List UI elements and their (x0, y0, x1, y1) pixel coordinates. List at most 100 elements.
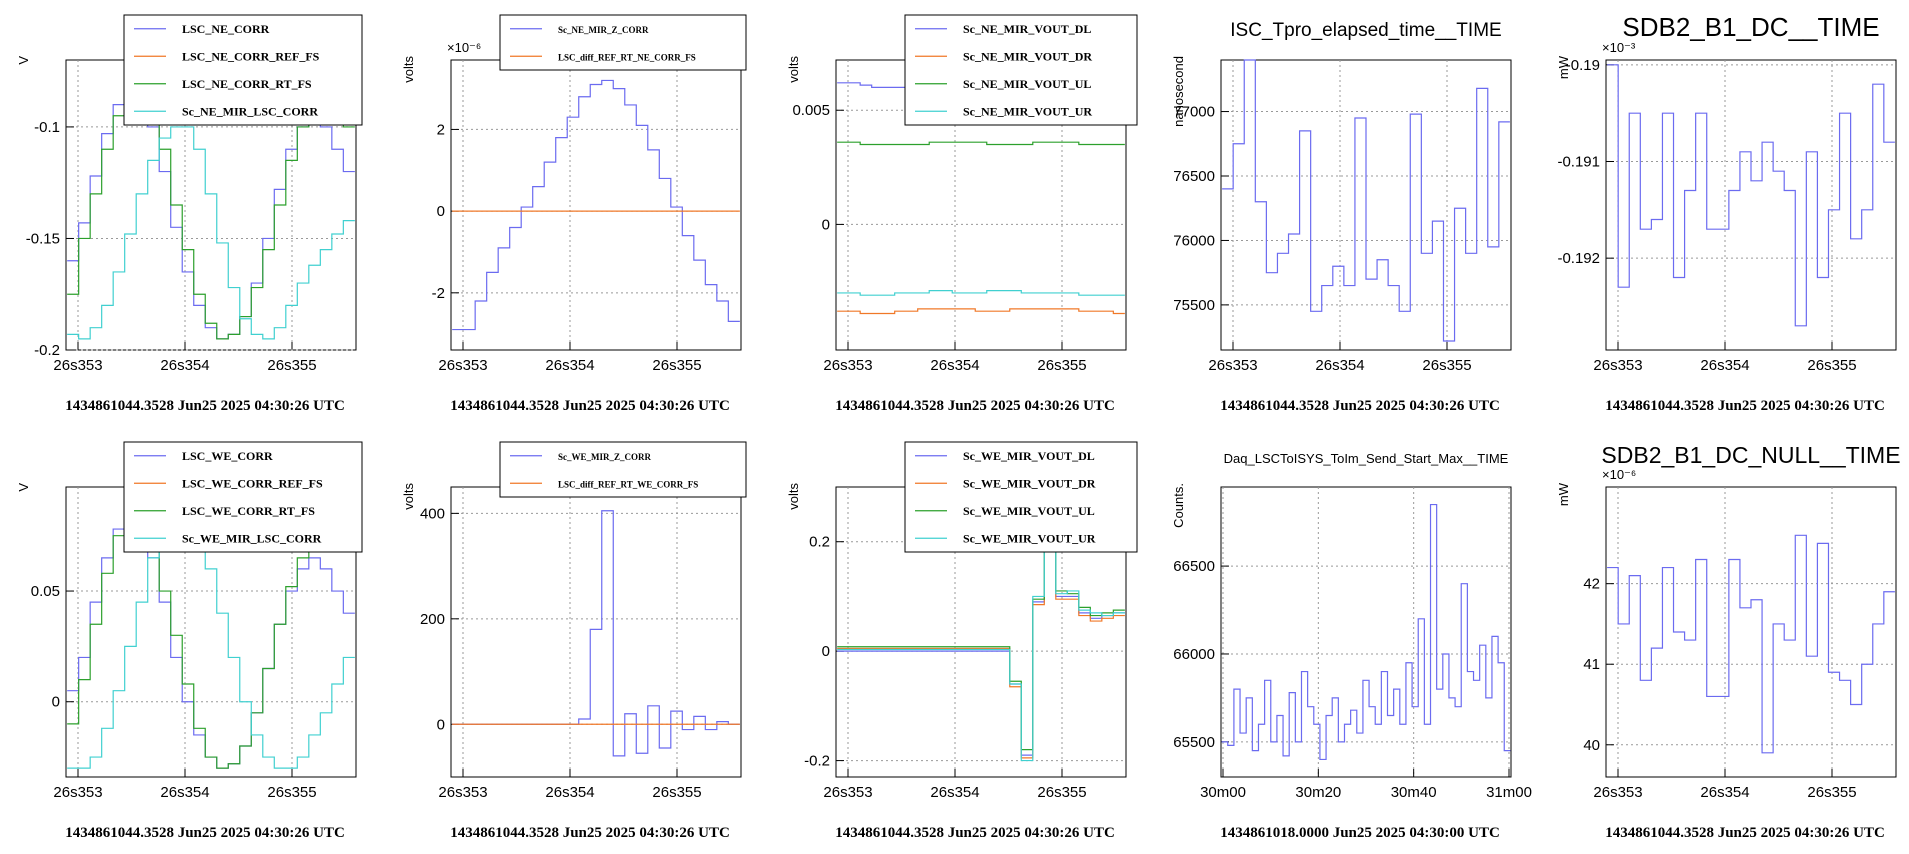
chart-svg-7: 26s353 26s354 26s355 0.2 0 -0.2 volts Sc_WE_MIR… (786, 441, 1138, 841)
x-tick-label: 31m00 (1486, 784, 1532, 801)
legend-label: Sc_WE_MIR_LSC_CORR (182, 531, 322, 545)
chart-title: ISC_Tpro_elapsed_time__TIME (1230, 20, 1501, 41)
legend-label: LSC_diff_REF_RT_WE_CORR_FS (558, 479, 698, 489)
x-tick-label: 26s355 (1037, 357, 1086, 374)
chart-footer-timestamp: 1434861044.3528 Jun25 2025 04:30:26 UTC (65, 398, 345, 414)
chart-footer-timestamp: 1434861018.0000 Jun25 2025 04:30:00 UTC (1220, 825, 1500, 841)
x-tick-label: 26s353 (1593, 357, 1642, 374)
x-tick-label: 26s354 (160, 357, 209, 374)
plot-frame (1605, 59, 1897, 351)
y-tick-label: 76500 (1173, 168, 1215, 185)
y-tick-label: 0.005 (792, 102, 830, 119)
chart-title: SDB2_B1_DC__TIME (1622, 12, 1879, 42)
chart-panel-9: 26s353 26s354 26s355 42 41 40 mW ×10⁻⁶ SDB2_B1_D… (1540, 427, 1909, 854)
legend-box (499, 441, 747, 498)
chart-panel-3: 26s353 26s354 26s355 77000 76500 76000 75500 na… (1155, 0, 1524, 427)
chart-svg-4: 26s353 26s354 26s355 -0.19 -0.191 -0.192 mW ×10… (1556, 12, 1897, 414)
chart-svg-8: 30m00 30m20 30m40 31m00 66500 66000 65500 Count… (1171, 451, 1532, 841)
legend-label: Sc_NE_MIR_VOUT_DL (963, 22, 1091, 36)
series-line-2 (837, 141, 1125, 146)
y-tick-label: 0 (822, 643, 830, 660)
chart-svg-1: 26s353 26s354 26s355 2 0 -2 volts ×10⁻⁶ Sc_NE_MI… (401, 14, 747, 414)
chart-panel-2: 26s353 26s354 26s355 0.005 0 volts Sc_NE_MIR_V… (770, 0, 1139, 427)
series-line-0 (1607, 64, 1895, 327)
chart-panel-1: 26s353 26s354 26s355 2 0 -2 volts ×10⁻⁶ Sc_NE_MI… (385, 0, 754, 427)
y-tick-label: 65500 (1173, 734, 1215, 751)
chart-footer-timestamp: 1434861044.3528 Jun25 2025 04:30:26 UTC (835, 398, 1115, 414)
y-tick-label: -0.191 (1557, 154, 1600, 171)
x-tick-label: 26s355 (1807, 784, 1856, 801)
plot-frame (450, 59, 742, 351)
y-tick-label: -2 (432, 285, 445, 302)
chart-svg-2: 26s353 26s354 26s355 0.005 0 volts Sc_NE_MIR_V… (786, 14, 1138, 414)
series-line-0 (1222, 59, 1510, 342)
chart-panel-4: 26s353 26s354 26s355 -0.19 -0.191 -0.192 mW ×10… (1540, 0, 1909, 427)
legend-box (904, 14, 1138, 126)
axis-exponent: ×10⁻⁶ (1602, 467, 1636, 482)
chart-footer-timestamp: 1434861044.3528 Jun25 2025 04:30:26 UTC (1605, 825, 1885, 841)
x-tick-label: 26s354 (160, 784, 209, 801)
legend-label: Sc_NE_MIR_VOUT_UR (963, 104, 1092, 118)
axis-exponent: ×10⁻³ (1602, 40, 1636, 55)
y-tick-label: -0.15 (26, 230, 60, 247)
series-line-3 (67, 126, 355, 340)
y-axis-label: Counts. (1171, 483, 1186, 528)
x-tick-label: 26s355 (267, 357, 316, 374)
chart-footer-timestamp: 1434861044.3528 Jun25 2025 04:30:26 UTC (1220, 398, 1500, 414)
y-tick-label: 0 (822, 216, 830, 233)
x-tick-label: 26s355 (1807, 357, 1856, 374)
y-tick-label: 0.05 (31, 583, 60, 600)
y-tick-label: -0.1 (34, 119, 60, 136)
y-tick-label: 0.2 (809, 534, 830, 551)
x-tick-label: 26s353 (438, 357, 487, 374)
y-tick-label: 0 (52, 694, 60, 711)
legend-label: Sc_WE_MIR_VOUT_UL (963, 504, 1095, 518)
x-tick-label: 26s354 (1315, 357, 1364, 374)
y-axis-label: nanosecond (1171, 56, 1186, 127)
legend-box (904, 441, 1138, 553)
chart-footer-timestamp: 1434861044.3528 Jun25 2025 04:30:26 UTC (835, 825, 1115, 841)
x-tick-label: 26s353 (438, 784, 487, 801)
x-tick-label: 26s354 (1700, 784, 1749, 801)
y-tick-label: 66000 (1173, 646, 1215, 663)
x-tick-label: 26s355 (1422, 357, 1471, 374)
chart-title: SDB2_B1_DC_NULL__TIME (1601, 442, 1900, 468)
series-line-0 (452, 79, 740, 331)
x-tick-label: 30m20 (1295, 784, 1341, 801)
chart-svg-9: 26s353 26s354 26s355 42 41 40 mW ×10⁻⁶SDB2_B1_D… (1556, 442, 1901, 841)
chart-panel-7: 26s353 26s354 26s355 0.2 0 -0.2 volts Sc_WE_MIR… (770, 427, 1139, 854)
x-tick-label: 26s353 (53, 784, 102, 801)
y-tick-label: 76000 (1173, 232, 1215, 249)
series-line-3 (837, 290, 1125, 296)
y-tick-label: 75500 (1173, 297, 1215, 314)
chart-footer-timestamp: 1434861044.3528 Jun25 2025 04:30:26 UTC (1605, 398, 1885, 414)
x-tick-label: 26s354 (930, 357, 979, 374)
y-tick-label: 42 (1583, 576, 1600, 593)
legend-label: Sc_NE_MIR_LSC_CORR (182, 104, 318, 118)
series-line-3 (67, 517, 355, 769)
legend-box (499, 14, 747, 71)
y-axis-label: volts (786, 56, 801, 83)
y-axis-label: mW (1556, 55, 1571, 79)
legend-label: LSC_diff_REF_RT_NE_CORR_FS (558, 52, 696, 62)
y-tick-label: 40 (1583, 737, 1600, 754)
y-axis-label: volts (401, 56, 416, 83)
x-tick-label: 26s353 (1208, 357, 1257, 374)
x-tick-label: 26s353 (823, 357, 872, 374)
chart-panel-6: 26s353 26s354 26s355 400 200 0 volts Sc_WE_MIR_… (385, 427, 754, 854)
x-tick-label: 26s354 (1700, 357, 1749, 374)
series-line-0 (1607, 534, 1895, 754)
y-tick-label: 66500 (1173, 558, 1215, 575)
legend-label: LSC_WE_CORR_RT_FS (182, 504, 315, 518)
y-tick-label: 0 (437, 716, 445, 733)
series-line-2 (67, 86, 355, 340)
x-tick-label: 26s353 (53, 357, 102, 374)
series-line-0 (1221, 503, 1511, 761)
chart-svg-3: 26s353 26s354 26s355 77000 76500 76000 75500 na… (1171, 20, 1512, 414)
x-tick-label: 26s354 (545, 357, 594, 374)
x-tick-label: 30m40 (1391, 784, 1437, 801)
legend-label: Sc_WE_MIR_VOUT_DL (963, 449, 1095, 463)
x-tick-label: 26s354 (930, 784, 979, 801)
legend-label: LSC_WE_CORR_REF_FS (182, 476, 323, 490)
y-tick-label: -0.19 (1566, 57, 1600, 74)
